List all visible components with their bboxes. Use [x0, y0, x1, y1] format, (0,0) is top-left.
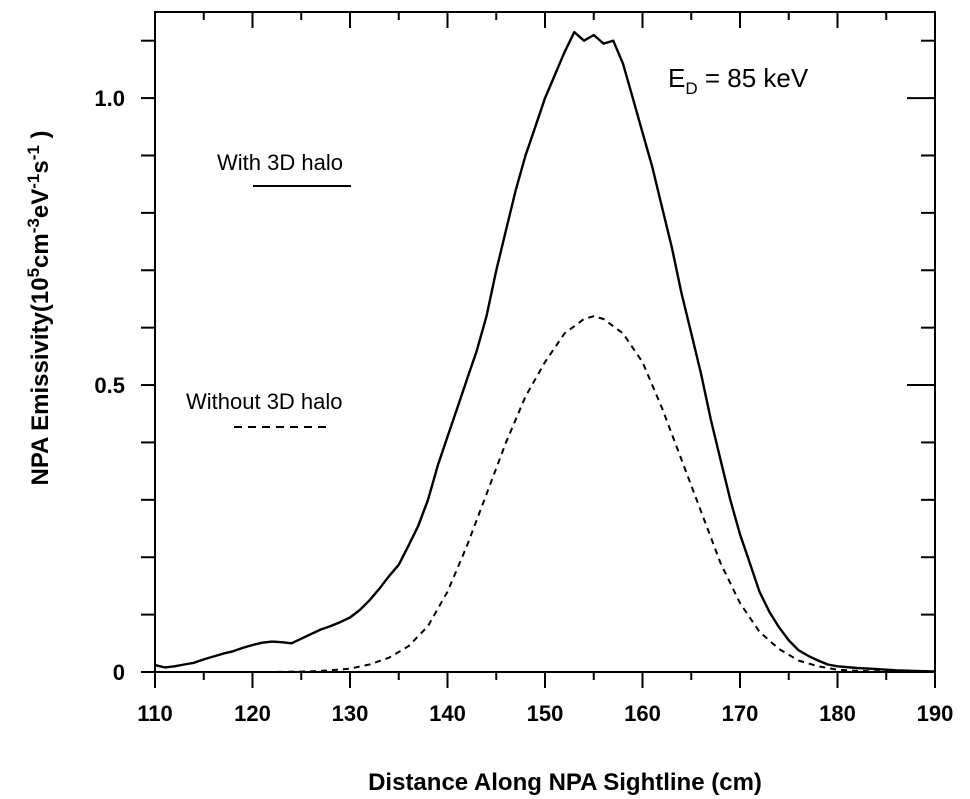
y-tick-label: 1.0	[94, 86, 125, 111]
y-tick-label: 0.5	[94, 373, 125, 398]
y-axis-title: NPA Emissivity(105cm-3eV-1s-1 )	[24, 130, 55, 485]
minor-ticks	[141, 12, 935, 680]
plot-frame	[154, 11, 936, 673]
x-tick-label: 120	[234, 701, 271, 726]
x-tick-label: 190	[917, 701, 954, 726]
y-tick-label: 0	[113, 660, 125, 685]
x-tick-label: 160	[624, 701, 661, 726]
tick-labels: 110 120 130 140 150 160 170 180 190 0 0.5 1.0	[94, 86, 953, 726]
x-tick-label: 130	[332, 701, 369, 726]
legend: With 3D halo Without 3D halo	[186, 150, 351, 428]
series-with-halo	[154, 30, 936, 673]
x-axis-title: Distance Along NPA Sightline (cm)	[368, 769, 762, 796]
series-group	[154, 30, 936, 673]
x-tick-label: 140	[429, 701, 466, 726]
series-without-halo	[233, 315, 897, 673]
energy-annotation: ED = 85 keV	[668, 63, 809, 98]
major-ticks	[141, 12, 936, 688]
x-tick-label: 170	[722, 701, 759, 726]
x-tick-label: 110	[137, 701, 173, 726]
legend-label: With 3D halo	[217, 150, 343, 175]
x-tick-label: 180	[819, 701, 856, 726]
legend-label: Without 3D halo	[186, 389, 343, 414]
x-tick-label: 150	[527, 701, 564, 726]
